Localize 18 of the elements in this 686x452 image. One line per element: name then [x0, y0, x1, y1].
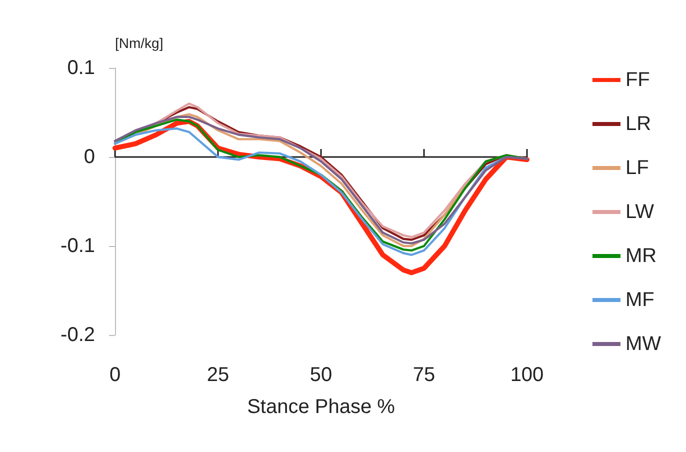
y-tick-label: 0.1	[67, 57, 95, 79]
legend-label: FF	[625, 69, 650, 91]
x-axis-title: Stance Phase %	[247, 396, 396, 418]
legend-label: LF	[625, 157, 649, 179]
legend-label: LW	[625, 201, 654, 223]
y-tick-label: 0	[84, 146, 95, 168]
x-tick-label: 75	[412, 364, 436, 386]
x-tick-label: 25	[206, 364, 230, 386]
legend-label: LR	[625, 113, 652, 135]
legend-label: MF	[625, 289, 654, 311]
x-tick-label: 50	[310, 364, 332, 386]
y-axis-title: [Nm/kg]	[115, 35, 164, 51]
legend-label: MW	[625, 333, 662, 355]
legend-label: MR	[625, 245, 657, 267]
y-tick-label: -0.1	[60, 235, 95, 257]
y-tick-label: -0.2	[60, 324, 95, 346]
x-tick-label: 0	[109, 364, 121, 386]
x-tick-label: 100	[510, 364, 544, 386]
